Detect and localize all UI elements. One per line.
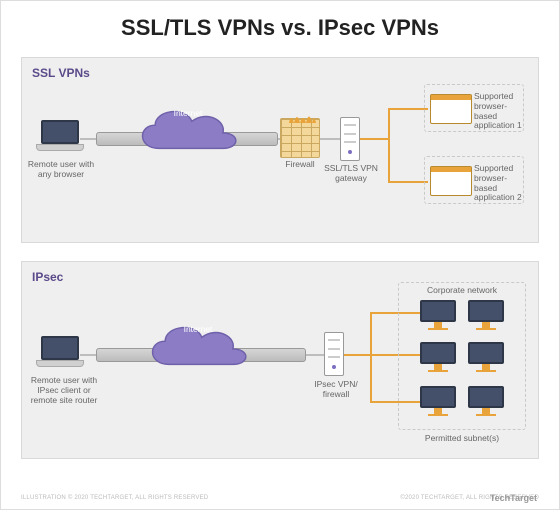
connector-line xyxy=(370,312,372,402)
firewall-icon xyxy=(280,118,320,158)
remote-user-caption: Remote user with any browser xyxy=(24,160,98,180)
connector-line xyxy=(344,354,372,356)
subnets-caption: Permitted subnet(s) xyxy=(398,434,526,444)
cloud-label: Internet xyxy=(130,108,246,118)
connector-line xyxy=(388,108,390,182)
app1-caption: Supported browser-based application 1 xyxy=(474,92,524,131)
connector-line xyxy=(360,138,390,140)
cloud-label: Internet xyxy=(140,324,256,334)
gateway-caption: SSL/TLS VPN gateway xyxy=(324,164,378,184)
panel-ipsec-label: IPsec xyxy=(32,270,63,284)
browser-app-icon xyxy=(430,94,472,124)
logo-text: TechTarget xyxy=(490,493,537,503)
monitor-icon xyxy=(468,300,504,330)
monitor-icon xyxy=(468,386,504,416)
laptop-icon xyxy=(36,336,84,372)
monitor-icon xyxy=(420,342,456,372)
internet-cloud-icon: Internet xyxy=(130,102,246,160)
firewall-caption: Firewall xyxy=(274,160,326,170)
browser-app-icon xyxy=(430,166,472,196)
monitor-icon xyxy=(420,300,456,330)
panel-ssl-vpns: SSL VPNs SSL/TLS tunnel Remote user with… xyxy=(21,57,539,243)
corporate-network-box xyxy=(398,282,526,430)
panel-ssl-label: SSL VPNs xyxy=(32,66,90,80)
ipsec-firewall-icon xyxy=(324,332,344,376)
monitor-icon xyxy=(468,342,504,372)
vpn-gateway-icon xyxy=(340,117,360,161)
remote-user-caption: Remote user with IPsec client or remote … xyxy=(24,376,104,405)
connector-line xyxy=(388,181,428,183)
footer: ILLUSTRATION © 2020 TECHTARGET, ALL RIGH… xyxy=(21,495,539,501)
app2-caption: Supported browser-based application 2 xyxy=(474,164,524,203)
footer-left: ILLUSTRATION © 2020 TECHTARGET, ALL RIGH… xyxy=(21,495,208,501)
laptop-icon xyxy=(36,120,84,156)
internet-cloud-icon: Internet xyxy=(140,318,256,376)
connector-line xyxy=(388,108,428,110)
panel-ipsec: IPsec SSL/TLS tunnel Remote user with IP… xyxy=(21,261,539,459)
diagram-title: SSL/TLS VPNs vs. IPsec VPNs xyxy=(21,15,539,41)
ipsec-gateway-caption: IPsec VPN/ firewall xyxy=(310,380,362,400)
monitor-icon xyxy=(420,386,456,416)
corp-network-label: Corporate network xyxy=(398,286,526,296)
